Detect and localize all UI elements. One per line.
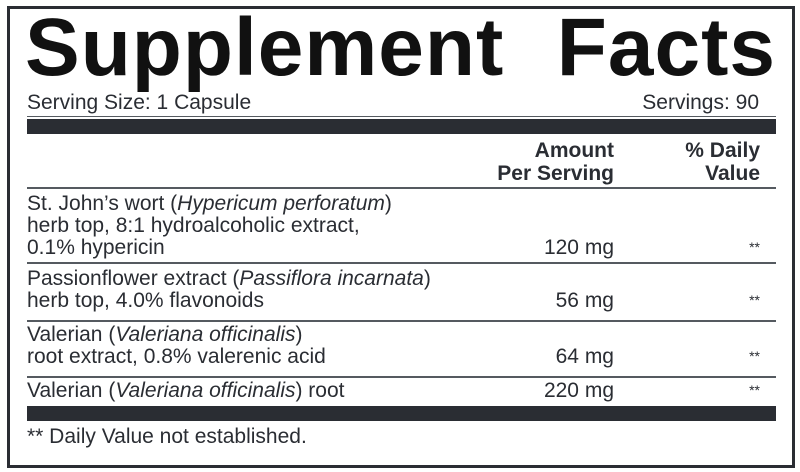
- header-dv-line2: Value: [705, 162, 760, 185]
- ingredient-name-close: ): [384, 192, 392, 215]
- ingredient-name: Valerian (: [27, 379, 116, 402]
- divider: [27, 376, 776, 378]
- ingredient-name: Passionflower extract (: [27, 267, 240, 290]
- ingredient-name: Valerian (: [27, 323, 116, 346]
- ingredient-name-close: ) root: [295, 379, 345, 402]
- amount: 220 mg: [543, 379, 614, 402]
- table-row: Valerian (Valeriana officinalis) root ex…: [27, 324, 326, 368]
- ingredient-detail: herb top, 8:1 hydroalcoholic extract,: [27, 214, 360, 237]
- latin-name: Valeriana officinalis: [115, 323, 296, 346]
- ingredient-name: St. John’s wort (: [27, 192, 178, 215]
- amount: 120 mg: [543, 236, 614, 259]
- divider: [27, 320, 776, 322]
- amount: 56 mg: [555, 289, 614, 312]
- daily-value: **: [749, 382, 760, 398]
- header-amount-line1: Amount: [534, 139, 614, 162]
- servings-per-container: Servings: 90: [642, 91, 759, 114]
- ingredient-name-close: ): [423, 267, 431, 290]
- table-row: Valerian (Valeriana officinalis) root: [27, 380, 345, 402]
- divider: [27, 187, 776, 189]
- latin-name: Hypericum perforatum: [177, 192, 385, 215]
- header-dv-line1: % Daily: [685, 139, 760, 162]
- amount: 64 mg: [555, 345, 614, 368]
- daily-value: **: [749, 348, 760, 364]
- table-row: St. John’s wort (Hypericum perforatum) h…: [27, 193, 392, 259]
- title-word-facts: Facts: [556, 2, 776, 93]
- label-border: [7, 6, 795, 468]
- ingredient-detail: root extract, 0.8% valerenic acid: [27, 345, 326, 368]
- header-daily-value: % Daily Value: [685, 139, 760, 185]
- latin-name: Valeriana officinalis: [115, 379, 296, 402]
- title-word-supplement: Supplement: [25, 2, 505, 93]
- thick-bar-bottom: [27, 406, 776, 421]
- serving-size: Serving Size: 1 Capsule: [27, 91, 252, 114]
- thick-bar-top: [27, 119, 776, 134]
- daily-value: **: [749, 239, 760, 255]
- divider: [27, 262, 776, 264]
- header-amount: Amount Per Serving: [497, 139, 614, 185]
- ingredient-name-close: ): [295, 323, 303, 346]
- daily-value: **: [749, 292, 760, 308]
- header-amount-line2: Per Serving: [497, 162, 614, 185]
- ingredient-detail: 0.1% hypericin: [27, 236, 165, 259]
- table-row: Passionflower extract (Passiflora incarn…: [27, 268, 431, 312]
- label-title: Supplement Facts: [25, 0, 776, 98]
- latin-name: Passiflora incarnata: [239, 267, 424, 290]
- footnote: ** Daily Value not established.: [27, 425, 307, 448]
- ingredient-detail: herb top, 4.0% flavonoids: [27, 289, 264, 312]
- divider: [27, 116, 776, 117]
